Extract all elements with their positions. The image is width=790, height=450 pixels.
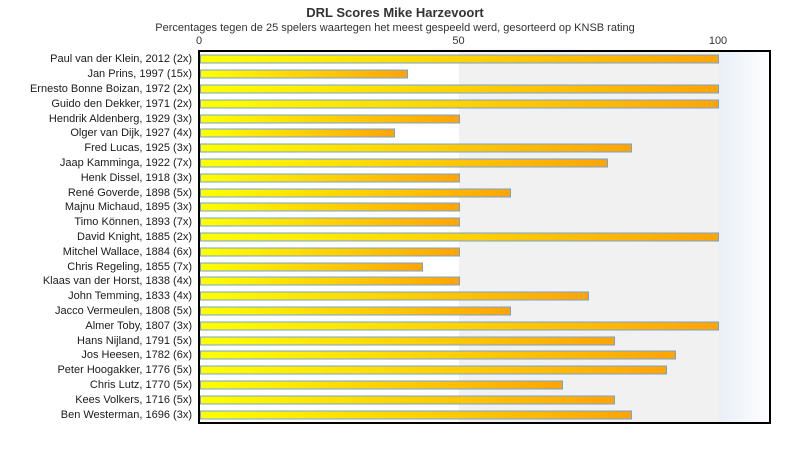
bar [200,247,460,257]
bar [200,158,608,168]
bar-row [200,244,769,259]
bar-rows [200,52,769,422]
bar [200,173,460,183]
bar-row [200,141,769,156]
bar-row [200,82,769,97]
y-axis-label: Henk Dissel, 1918 (3x) [80,171,192,184]
y-axis-labels: Paul van der Klein, 2012 (2x) Jan Prins, … [0,52,192,422]
y-axis-label: Jacco Vermeulen, 1808 (5x) [55,304,192,317]
bar [200,84,719,94]
bar-row [200,230,769,245]
bar [200,365,668,375]
bar [200,188,512,198]
y-axis-label: Majnu Michaud, 1895 (3x) [64,201,192,214]
y-axis-label: Ben Westerman, 1696 (3x) [60,408,192,421]
bar-row [200,185,769,200]
y-axis-label: John Temming, 1833 (4x) [68,290,192,303]
zone-over-100 [719,52,769,422]
y-axis-label: Ernesto Bonne Boizan, 1972 (2x) [29,82,192,95]
x-tick-label: 50 [452,35,465,47]
bar [200,54,719,64]
bar-row [200,333,769,348]
y-axis-label: Guido den Dekker, 1971 (2x) [51,97,192,110]
y-axis-label: Hans Nijland, 1791 (5x) [77,334,192,347]
bar-row [200,318,769,333]
bar [200,128,395,138]
bar [200,143,633,153]
bar-row [200,407,769,422]
x-tick-label: 100 [708,35,728,47]
y-axis-label: Mitchel Wallace, 1884 (6x) [62,245,192,258]
y-axis-label: Olger van Dijk, 1927 (4x) [70,127,192,140]
bar [200,410,633,420]
bar-row [200,304,769,319]
y-axis-label: Klaas van der Horst, 1838 (4x) [42,275,192,288]
chart-subtitle: Percentages tegen de 25 spelers waartege… [155,22,635,34]
bar [200,99,719,109]
y-axis-label: David Knight, 1885 (2x) [77,230,192,243]
bar-row [200,170,769,185]
y-axis-label: Jos Heesen, 1782 (6x) [81,349,192,362]
bar [200,217,460,227]
y-axis-label: Almer Toby, 1807 (3x) [85,319,192,332]
bar [200,202,460,212]
y-axis-label: Peter Hoogakker, 1776 (5x) [57,364,192,377]
bar [200,291,590,301]
bar [200,114,460,124]
bar-row [200,96,769,111]
bar-row [200,259,769,274]
x-tick-label: 0 [195,35,203,47]
y-axis-label: Chris Lutz, 1770 (5x) [89,378,192,391]
bar-row [200,274,769,289]
bar-row [200,200,769,215]
y-axis-label: Fred Lucas, 1925 (3x) [84,142,192,155]
bar [200,380,564,390]
y-axis-label: Hendrik Aldenberg, 1929 (3x) [48,112,192,125]
y-axis-label: Jan Prins, 1997 (15x) [87,68,192,81]
y-axis-label: Chris Regeling, 1855 (7x) [67,260,192,273]
bar-row [200,52,769,67]
bar-row [200,348,769,363]
bar-row [200,215,769,230]
bar-row [200,67,769,82]
bar [200,336,616,346]
bar-row [200,392,769,407]
y-axis-label: Kees Volkers, 1716 (5x) [75,393,192,406]
bar-row [200,111,769,126]
bar [200,321,719,331]
plot-area [198,50,771,424]
bar [200,232,719,242]
bar-row [200,126,769,141]
bar-row [200,289,769,304]
y-axis-label: Jaap Kamminga, 1922 (7x) [59,156,192,169]
y-axis-label: Paul van der Klein, 2012 (2x) [50,53,192,66]
bar [200,69,408,79]
bar-row [200,363,769,378]
bar [200,395,616,405]
bar [200,276,460,286]
bar-row [200,156,769,171]
bar-row [200,378,769,393]
bar [200,262,423,272]
y-axis-label: René Goverde, 1898 (5x) [67,186,192,199]
chart-title: DRL Scores Mike Harzevoort [306,5,484,20]
bar [200,306,512,316]
y-axis-label: Timo Können, 1893 (7x) [74,216,192,229]
bar [200,350,676,360]
x-axis-ticks: 0 50 100 [0,35,790,49]
